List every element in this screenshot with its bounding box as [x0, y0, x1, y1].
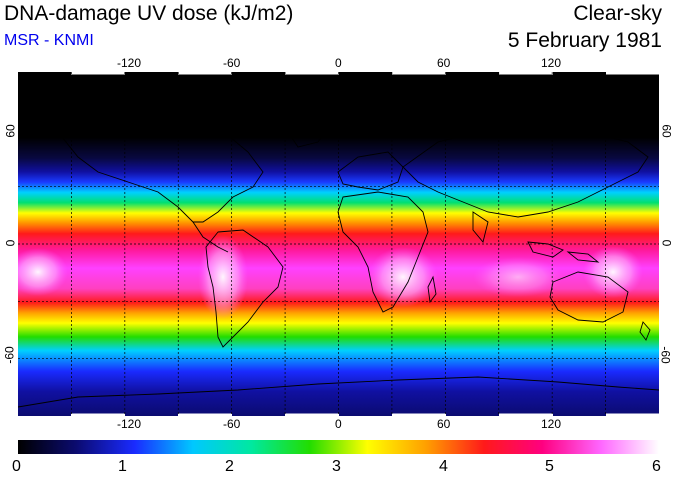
- bottom-lon-tick: 120: [541, 417, 562, 431]
- bottom-lon-tick: 60: [437, 417, 451, 431]
- colorbar-label: 6: [652, 458, 661, 475]
- bottom-lon-tick: -60: [223, 417, 241, 431]
- bottom-lon-tick: -120: [117, 417, 142, 431]
- left-lat-tick: -60: [2, 346, 17, 364]
- right-lat-tick: 60: [659, 124, 674, 138]
- bottom-lon-tick: 0: [335, 417, 342, 431]
- uv-dose-map: [18, 72, 659, 416]
- high-dose-patch: [368, 247, 438, 307]
- colorbar-label: 0: [12, 458, 21, 475]
- colorbar-gradient: [18, 440, 659, 454]
- coastlines: [18, 106, 659, 408]
- colorbar: [18, 440, 659, 454]
- left-lat-tick: 60: [3, 124, 18, 138]
- map-title: DNA-damage UV dose (kJ/m2): [4, 2, 294, 25]
- top-lon-tick: -60: [223, 56, 241, 70]
- date-label: 5 February 1981: [507, 29, 662, 52]
- high-dose-patch: [473, 257, 563, 297]
- sky-condition-label: Clear-sky: [573, 2, 662, 25]
- colorbar-label: 1: [118, 458, 127, 475]
- right-lat-tick: 0: [659, 239, 674, 247]
- high-dose-patch: [583, 246, 643, 298]
- source-label: MSR - KNMI: [4, 32, 94, 49]
- colorbar-label: 4: [439, 458, 448, 475]
- colorbar-label: 2: [225, 458, 234, 475]
- graticule: [18, 72, 659, 416]
- colorbar-label: 3: [332, 458, 341, 475]
- top-lon-tick: 60: [437, 56, 451, 70]
- high-dose-patch: [18, 248, 68, 296]
- top-lon-tick: -120: [117, 56, 142, 70]
- top-lon-tick: 0: [335, 56, 342, 70]
- left-lat-tick: 0: [3, 239, 18, 247]
- high-dose-patch: [198, 235, 248, 319]
- top-lon-tick: 120: [541, 56, 562, 70]
- right-lat-tick: -60: [658, 346, 673, 364]
- colorbar-label: 5: [545, 458, 554, 475]
